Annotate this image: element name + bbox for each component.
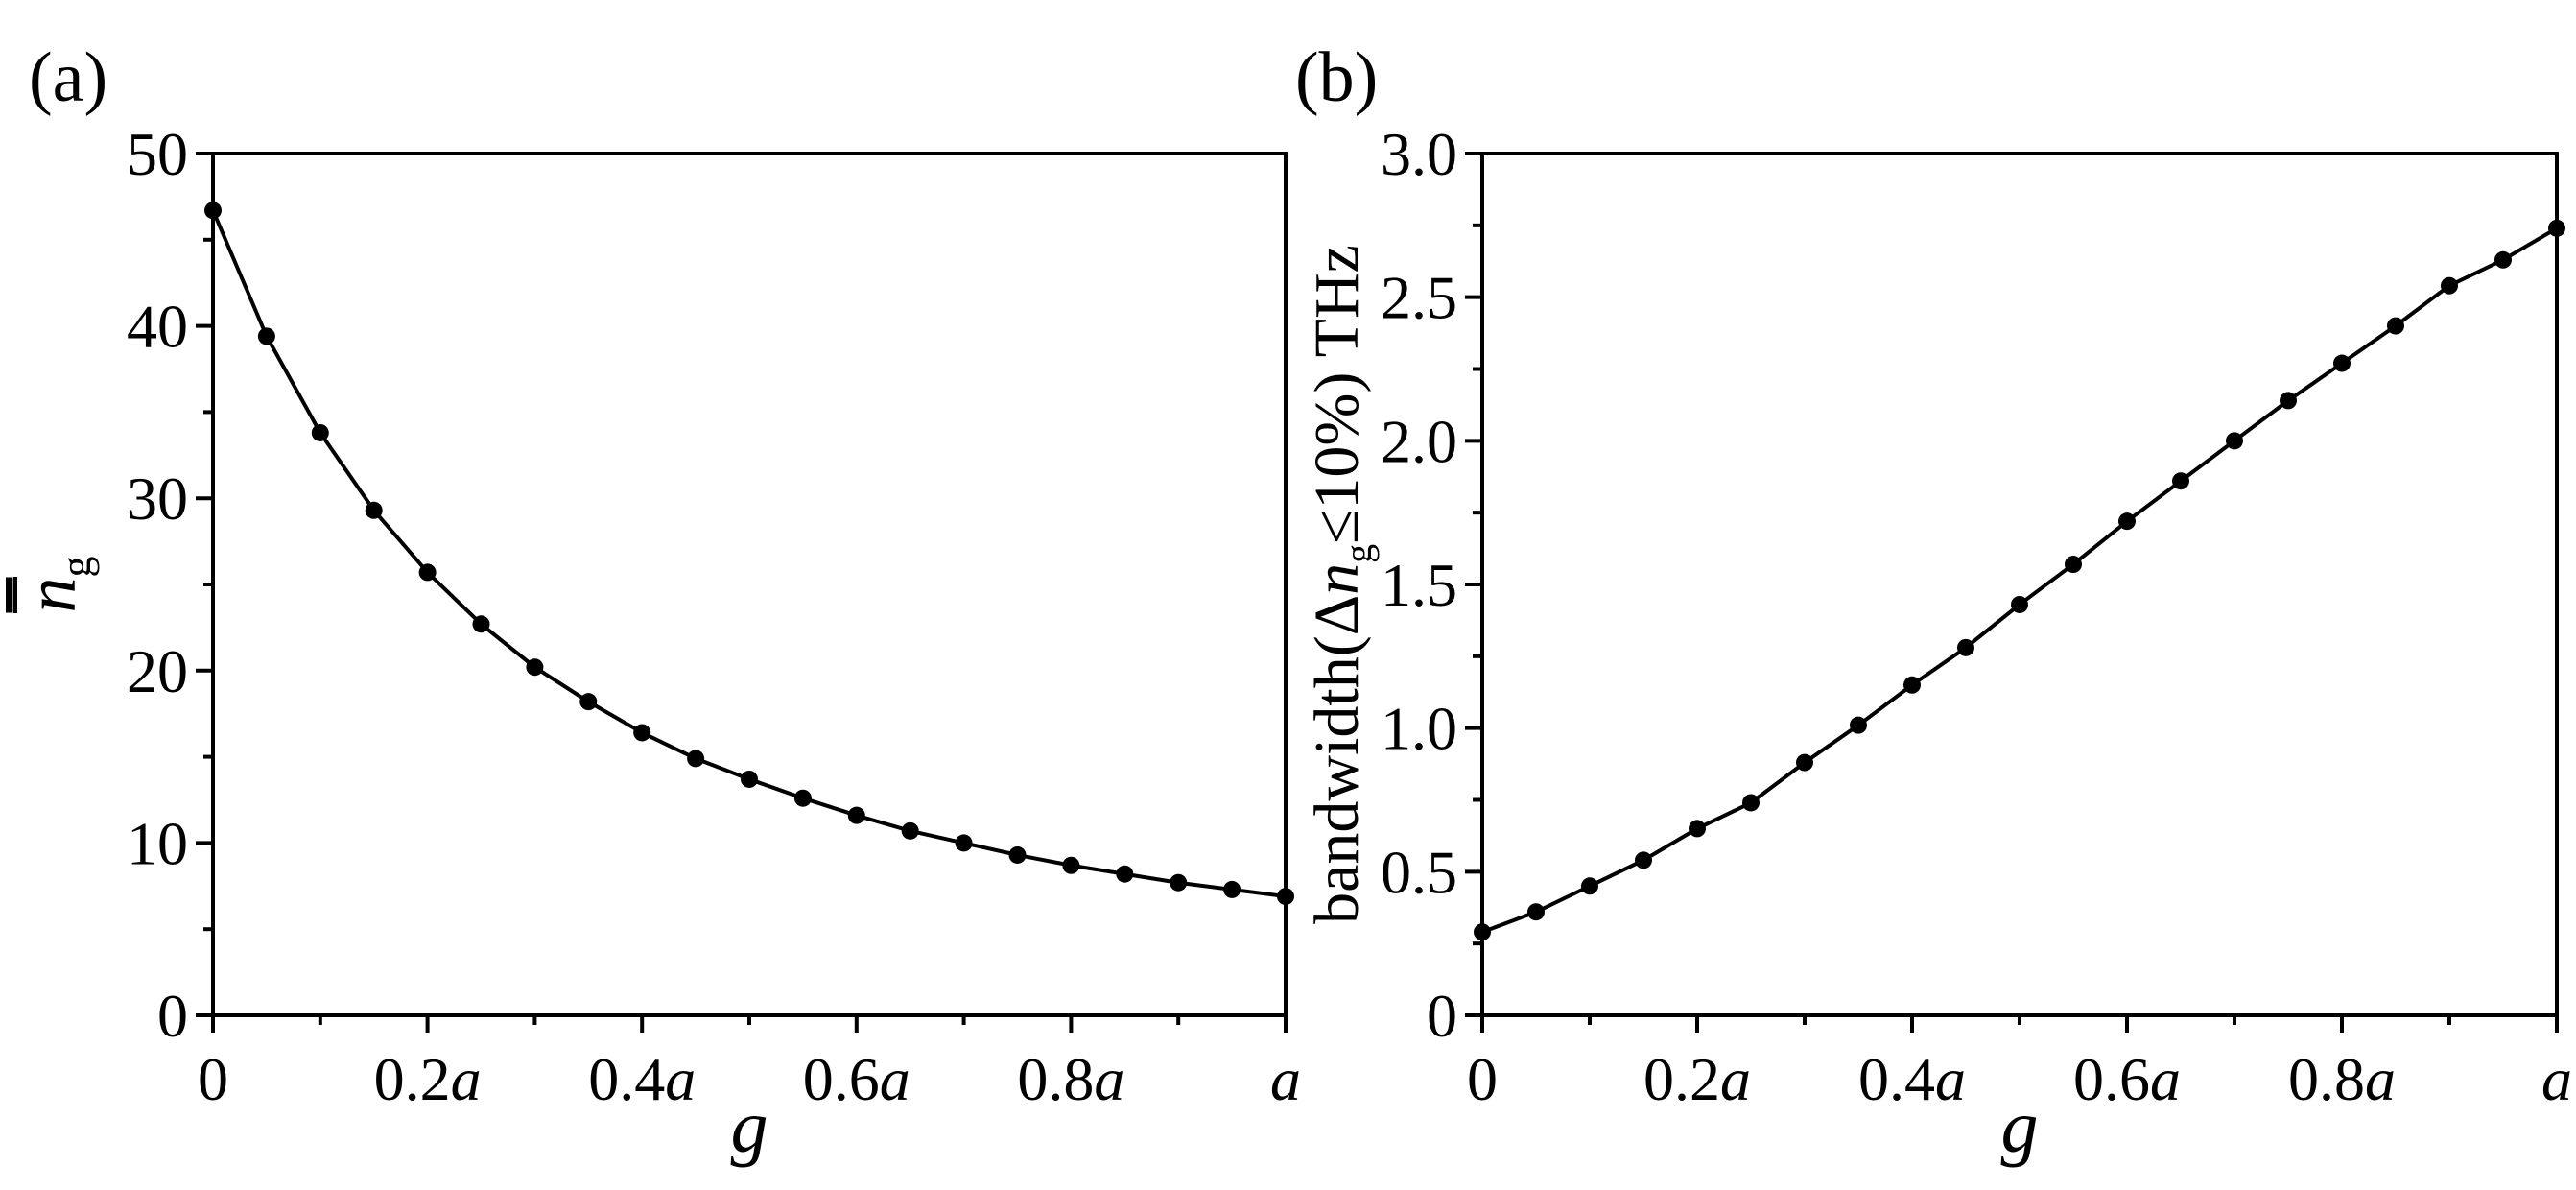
y-tick-label: 2.0 — [1381, 407, 1457, 475]
data-point — [2333, 354, 2351, 372]
y-axis-label: ng — [12, 557, 100, 613]
data-point — [1277, 888, 1294, 906]
x-tick-label: 0.8a — [2288, 1045, 2396, 1113]
x-tick-label: 0.2a — [1643, 1045, 1751, 1113]
data-point — [2494, 250, 2512, 269]
y-tick-label: 0 — [157, 982, 188, 1050]
data-point — [741, 770, 758, 788]
data-point — [472, 615, 490, 633]
data-point — [1581, 877, 1598, 895]
data-point — [2280, 392, 2297, 410]
data-point — [2011, 595, 2028, 613]
data-point — [2387, 317, 2404, 335]
y-tick-label: 10 — [127, 809, 188, 877]
x-axis-label: g — [731, 1084, 768, 1168]
data-point — [901, 821, 919, 840]
data-point — [1008, 845, 1027, 864]
data-point — [2548, 219, 2565, 237]
y-tick-label: 1.5 — [1381, 551, 1457, 619]
data-point — [1116, 865, 1134, 883]
x-tick-label: 0 — [198, 1045, 228, 1113]
x-tick-label: 0.8a — [1017, 1045, 1124, 1113]
data-point — [1062, 856, 1080, 874]
data-point — [793, 789, 812, 807]
y-tick-label: 2.5 — [1381, 264, 1457, 332]
data-point — [1635, 851, 1652, 869]
y-tick-label: 20 — [127, 637, 188, 705]
data-point — [955, 834, 973, 852]
y-tick-label: 3.0 — [1381, 120, 1457, 188]
svg-text:ng: ng — [12, 557, 100, 613]
panel-a: (a) 0 0.2a 0.4a 0.6a 0.8a a 0 10 20 30 40 50 g ng — [12, 38, 1301, 1168]
data-point — [1474, 923, 1491, 941]
x-tick-label: 0.4a — [1858, 1045, 1966, 1113]
data-point — [1527, 903, 1545, 921]
y-tick-label: 1.0 — [1381, 695, 1457, 763]
data-point — [579, 693, 598, 711]
x-tick-label: 0.2a — [374, 1045, 482, 1113]
x-tick-label: 0.4a — [588, 1045, 696, 1113]
y-tick-label: 30 — [127, 464, 188, 533]
plot-frame — [211, 152, 1288, 1017]
svg-text:bandwidth(Δng≤10%) THz: bandwidth(Δng≤10%) THz — [1302, 245, 1380, 924]
panel-label: (b) — [1295, 38, 1378, 117]
data-point — [526, 658, 544, 677]
data-point — [687, 750, 705, 768]
data-point — [1742, 794, 1760, 812]
data-point — [1689, 820, 1706, 838]
x-tick-label: 0 — [1467, 1045, 1498, 1113]
data-point — [2118, 512, 2136, 531]
x-axis-label: g — [2001, 1084, 2039, 1168]
y-tick-label: 0.5 — [1381, 838, 1457, 906]
panel-b: (b) 0 0.2a 0.4a 0.6a 0.8a a 0 0.5 1.0 1.5 2.0 2.5 3.0… — [1295, 38, 2572, 1168]
data-point — [2172, 472, 2189, 490]
data-point — [2226, 432, 2243, 450]
data-point — [311, 423, 329, 441]
x-tick-label: 0.6a — [2073, 1045, 2181, 1113]
series-line — [211, 209, 1287, 899]
x-tick-label: a — [2541, 1045, 2572, 1113]
data-point — [1796, 753, 1813, 772]
y-tick-label: 0 — [1427, 982, 1457, 1050]
data-point — [1170, 873, 1188, 892]
data-point — [1223, 880, 1241, 898]
panel-label: (a) — [29, 38, 107, 117]
data-point — [1850, 716, 1867, 734]
data-point — [847, 806, 865, 824]
data-point — [2065, 556, 2082, 574]
plot-frame — [1480, 152, 2559, 1017]
data-point — [1903, 676, 1921, 694]
y-tick-label: 40 — [127, 293, 188, 361]
data-point — [257, 327, 275, 345]
data-point — [633, 724, 651, 742]
x-tick-label: a — [1270, 1045, 1301, 1113]
data-point — [1957, 638, 1974, 656]
y-axis-label: bandwidth(Δng≤10%) THz — [1302, 245, 1380, 924]
data-point — [365, 501, 383, 519]
data-point — [204, 202, 222, 220]
y-tick-label: 50 — [127, 120, 188, 188]
data-point — [2441, 276, 2458, 295]
x-tick-label: 0.6a — [803, 1045, 910, 1113]
data-point — [418, 563, 437, 582]
